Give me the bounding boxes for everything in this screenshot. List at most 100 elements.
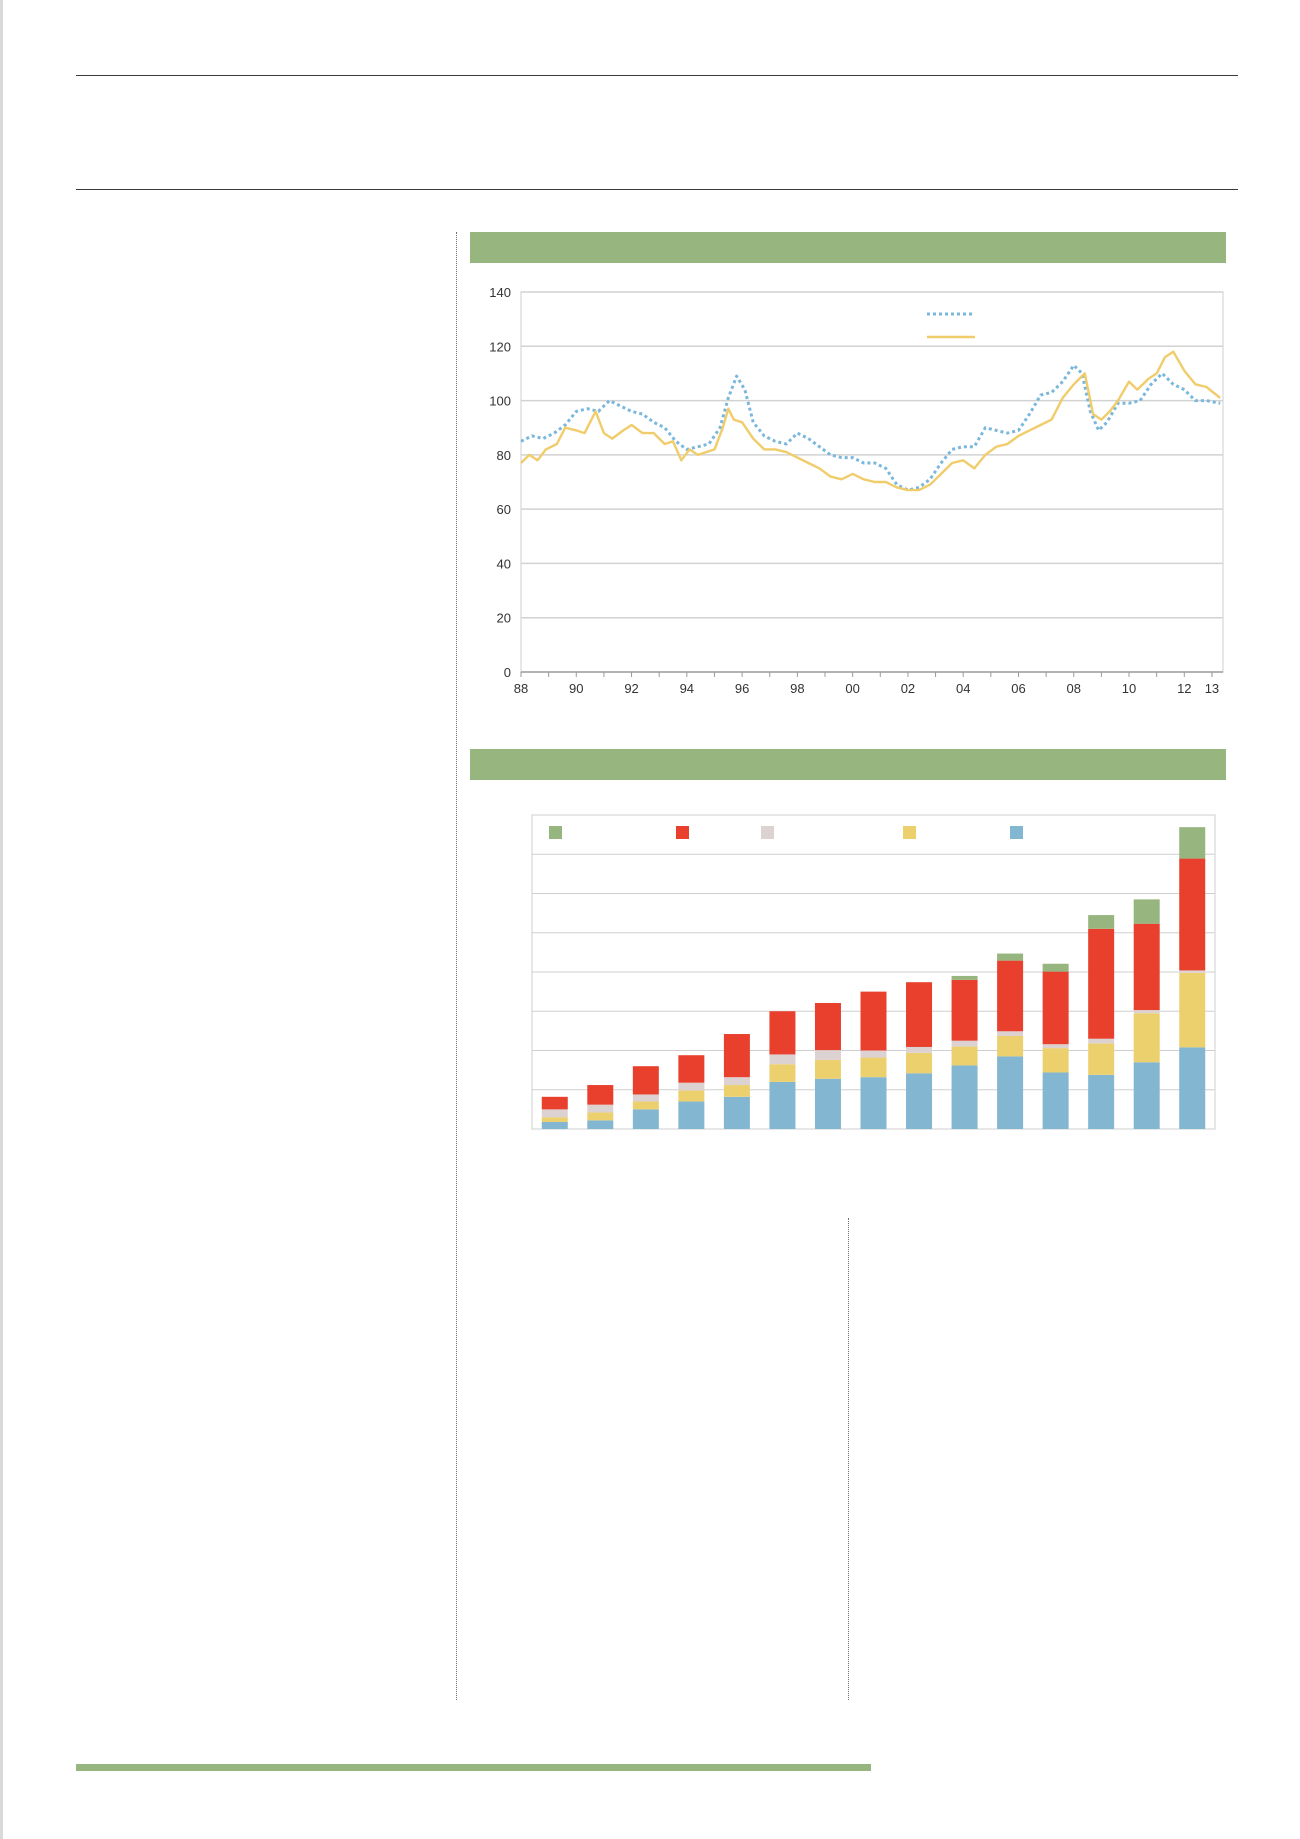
bar-segment-11-4 bbox=[997, 960, 1024, 1032]
x-tick-label: 08 bbox=[1067, 681, 1081, 696]
bar-segment-14-3 bbox=[1133, 1010, 1160, 1014]
bar-segment-10-4 bbox=[951, 979, 978, 1041]
legend-swatch-2 bbox=[676, 826, 689, 839]
bar-segment-11-2 bbox=[997, 1035, 1024, 1057]
bar-segment-10-3 bbox=[951, 1040, 978, 1047]
bar-segment-12-2 bbox=[1042, 1048, 1069, 1073]
bar-segment-9-3 bbox=[906, 1046, 933, 1053]
bar-segment-15-3 bbox=[1179, 970, 1206, 973]
y-tick-label: 40 bbox=[497, 556, 511, 571]
bar-segment-7-4 bbox=[814, 1003, 841, 1051]
chart1-title-band bbox=[470, 232, 1226, 263]
bar-segment-11-1 bbox=[997, 1056, 1024, 1129]
bar-segment-4-3 bbox=[678, 1082, 705, 1091]
bar-segment-2-4 bbox=[587, 1085, 614, 1105]
bar-segment-10-1 bbox=[951, 1065, 978, 1129]
bar-segment-9-1 bbox=[906, 1073, 933, 1129]
bar-segment-15-4 bbox=[1179, 858, 1206, 971]
bar-segment-5-2 bbox=[723, 1085, 750, 1097]
y-tick-label: 80 bbox=[497, 448, 511, 463]
bar-segment-3-3 bbox=[632, 1094, 659, 1102]
bar-segment-7-3 bbox=[814, 1050, 841, 1060]
x-tick-label: 96 bbox=[735, 681, 749, 696]
x-tick-label: 13 bbox=[1205, 681, 1219, 696]
x-tick-label: 06 bbox=[1011, 681, 1025, 696]
bar-segment-1-3 bbox=[541, 1109, 568, 1118]
bar-segment-12-1 bbox=[1042, 1072, 1069, 1129]
bar-segment-7-1 bbox=[814, 1078, 841, 1129]
y-tick-label: 120 bbox=[489, 339, 511, 354]
bar-segment-6-3 bbox=[769, 1054, 796, 1065]
chart2-title-band bbox=[470, 749, 1226, 780]
x-tick-label: 94 bbox=[680, 681, 694, 696]
bar-segment-3-2 bbox=[632, 1101, 659, 1110]
bar-segment-12-5 bbox=[1042, 963, 1069, 972]
bar-segment-9-4 bbox=[906, 982, 933, 1047]
bar-segment-4-4 bbox=[678, 1055, 705, 1083]
bar-segment-1-1 bbox=[541, 1121, 568, 1129]
x-tick-label: 98 bbox=[790, 681, 804, 696]
series-line-2 bbox=[520, 350, 1221, 492]
column-divider-right bbox=[848, 1218, 849, 1700]
bar-segment-11-5 bbox=[997, 953, 1024, 961]
bar-segment-6-2 bbox=[769, 1064, 796, 1082]
bar-segment-12-4 bbox=[1042, 971, 1069, 1045]
bar-segment-1-4 bbox=[541, 1096, 568, 1110]
line-chart: 0 20 40 60 80 100 120 140 88 90 92 94 96 98 00 02 04 06 08… bbox=[489, 285, 1224, 696]
x-tick-label: 92 bbox=[624, 681, 638, 696]
bar-segment-5-1 bbox=[723, 1096, 750, 1129]
bar-segment-8-4 bbox=[860, 991, 887, 1051]
bar-segment-5-4 bbox=[723, 1034, 750, 1078]
bar-segment-15-2 bbox=[1179, 972, 1206, 1048]
legend-swatch-5 bbox=[1010, 826, 1023, 839]
bar-segment-13-3 bbox=[1088, 1038, 1115, 1044]
y-tick-label: 0 bbox=[504, 665, 511, 680]
bar-segment-10-5 bbox=[951, 975, 978, 980]
bar-segment-14-1 bbox=[1133, 1062, 1160, 1129]
bar-segment-6-1 bbox=[769, 1081, 796, 1129]
legend-swatch-4 bbox=[903, 826, 916, 839]
legend-area bbox=[533, 816, 1214, 848]
footer-bar bbox=[76, 1764, 871, 1771]
bar-segment-13-4 bbox=[1088, 928, 1115, 1039]
bar-segment-13-5 bbox=[1088, 915, 1115, 929]
bar-segment-6-4 bbox=[769, 1011, 796, 1055]
x-tick-label: 00 bbox=[845, 681, 859, 696]
legend-swatch-3 bbox=[761, 826, 774, 839]
y-tick-label: 100 bbox=[489, 394, 511, 409]
y-tick-label: 140 bbox=[489, 285, 511, 300]
bar-segment-9-2 bbox=[906, 1052, 933, 1074]
top-rule bbox=[76, 75, 1238, 76]
page-left-edge bbox=[0, 0, 3, 1839]
y-tick-label: 20 bbox=[497, 611, 511, 626]
bar-segment-3-4 bbox=[632, 1066, 659, 1095]
bar-segment-7-2 bbox=[814, 1059, 841, 1079]
bar-segment-13-1 bbox=[1088, 1074, 1115, 1129]
bar-segment-12-3 bbox=[1042, 1044, 1069, 1049]
bar-segment-1-2 bbox=[541, 1117, 568, 1122]
bar-segment-10-2 bbox=[951, 1046, 978, 1066]
bar-segment-4-2 bbox=[678, 1090, 705, 1102]
column-divider-left bbox=[456, 232, 457, 1700]
bar-segment-2-3 bbox=[587, 1104, 614, 1113]
bar-segment-14-5 bbox=[1133, 899, 1160, 924]
bar-segment-8-3 bbox=[860, 1050, 887, 1058]
stacked-bar-chart bbox=[531, 814, 1216, 1130]
series-line-1 bbox=[520, 363, 1221, 492]
bar-segment-11-3 bbox=[997, 1031, 1024, 1036]
x-tick-label: 90 bbox=[569, 681, 583, 696]
bar-segment-13-2 bbox=[1088, 1043, 1115, 1075]
bar-segment-5-3 bbox=[723, 1077, 750, 1086]
x-tick-label: 10 bbox=[1122, 681, 1136, 696]
header-rule bbox=[76, 189, 1238, 190]
legend-swatch-1 bbox=[549, 826, 562, 839]
bar-segment-2-2 bbox=[587, 1112, 614, 1121]
x-tick-label: 04 bbox=[956, 681, 970, 696]
bar-segment-15-1 bbox=[1179, 1047, 1206, 1129]
bar-segment-2-1 bbox=[587, 1120, 614, 1129]
bar-segment-8-2 bbox=[860, 1057, 887, 1078]
x-tick-label: 88 bbox=[514, 681, 528, 696]
bar-segment-8-1 bbox=[860, 1077, 887, 1129]
x-tick-label: 12 bbox=[1177, 681, 1191, 696]
x-tick-label: 02 bbox=[901, 681, 915, 696]
